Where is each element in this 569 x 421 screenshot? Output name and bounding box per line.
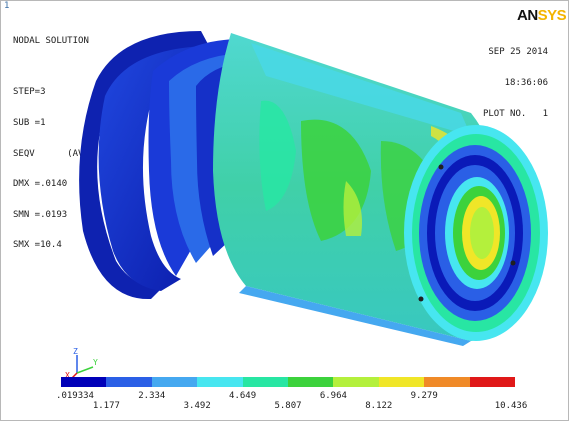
legend-swatch [106,377,152,387]
triad-label-z: Z [73,347,78,356]
legend-label: 3.492 [183,401,211,411]
legend-swatch [424,377,470,387]
legend-label: 6.964 [319,391,347,401]
legend-label: 1.177 [92,401,120,411]
ansys-logo: ANSYS [517,7,567,24]
legend-label: 2.334 [138,391,166,401]
legend-label: 5.807 [274,401,302,411]
legend-swatch [378,377,425,387]
triad-label-x: X [65,371,70,379]
legend-label: 4.649 [229,391,257,401]
axis-triad: Z Y X [65,347,98,379]
legend-swatch [469,377,516,387]
plot-number: PLOT NO. 1 [482,108,548,119]
info-title: NODAL SOLUTION [13,36,89,47]
legend-swatch [288,377,334,387]
info-step: STEP=3 [13,87,46,98]
info-dmx: DMX =.0140 [13,179,68,190]
legend-color-bar [61,377,516,387]
legend-swatch [61,377,107,387]
end-face [404,125,548,341]
window-number: 1 [4,1,10,11]
legend-label: .019334 [56,391,94,401]
plot-time: 18:36:06 [504,78,548,89]
info-smn: SMN =.0193 [13,209,68,220]
info-substep: SUB =1 [13,118,46,129]
contour-legend: .019334 1.177 2.334 3.492 4.649 5.807 6.964 8.1… [56,377,527,411]
plot-info-block: SEP 25 2014 18:36:06 PLOT NO. 1 [483,27,548,139]
legend-swatch [242,377,289,387]
plot-date: SEP 25 2014 [488,47,548,58]
legend-label: 10.436 [494,401,528,411]
triad-label-y: Y [93,358,98,367]
left-flange [79,31,256,300]
legend-swatch [197,377,243,387]
logo-text-gold: SYS [537,7,567,24]
legend-label: 8.122 [365,401,393,411]
legend-swatch [151,377,198,387]
logo-text-dark: AN [517,7,538,24]
legend-label: 9.279 [410,391,438,401]
info-smx: SMX =10.4 [13,240,62,251]
legend-swatch [333,377,379,387]
